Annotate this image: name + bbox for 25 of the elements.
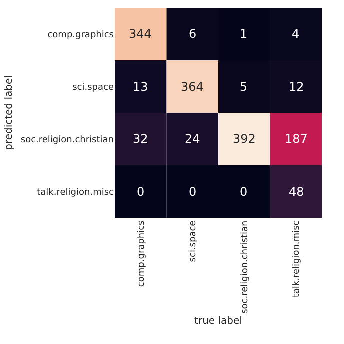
y-tick-label: sci.space xyxy=(72,82,114,93)
data-label: 48 xyxy=(289,185,304,199)
data-label: 187 xyxy=(285,132,308,146)
x-tick-label: talk.religion.misc xyxy=(292,220,302,298)
data-label: 32 xyxy=(133,132,148,146)
x-axis-title: true label xyxy=(194,316,242,327)
data-label: 5 xyxy=(240,80,248,94)
x-tick-label: soc.religion.christian xyxy=(240,220,250,314)
data-label: 1 xyxy=(240,27,248,41)
y-tick-label: comp.graphics xyxy=(48,30,114,40)
y-tick-label: soc.religion.christian xyxy=(20,135,114,146)
data-label: 12 xyxy=(289,80,304,94)
data-label: 392 xyxy=(233,132,256,146)
data-label: 4 xyxy=(292,27,300,41)
data-label: 0 xyxy=(137,185,145,199)
data-label: 13 xyxy=(133,80,148,94)
data-label: 24 xyxy=(185,132,200,146)
y-axis-title: predicted label xyxy=(4,76,15,150)
x-tick-label: sci.space xyxy=(188,220,199,262)
data-label: 344 xyxy=(129,27,152,41)
y-tick-label: talk.religion.misc xyxy=(37,188,114,198)
data-label: 6 xyxy=(189,27,197,41)
data-label: 364 xyxy=(181,80,204,94)
data-label: 0 xyxy=(240,185,248,199)
data-label: 0 xyxy=(189,185,197,199)
